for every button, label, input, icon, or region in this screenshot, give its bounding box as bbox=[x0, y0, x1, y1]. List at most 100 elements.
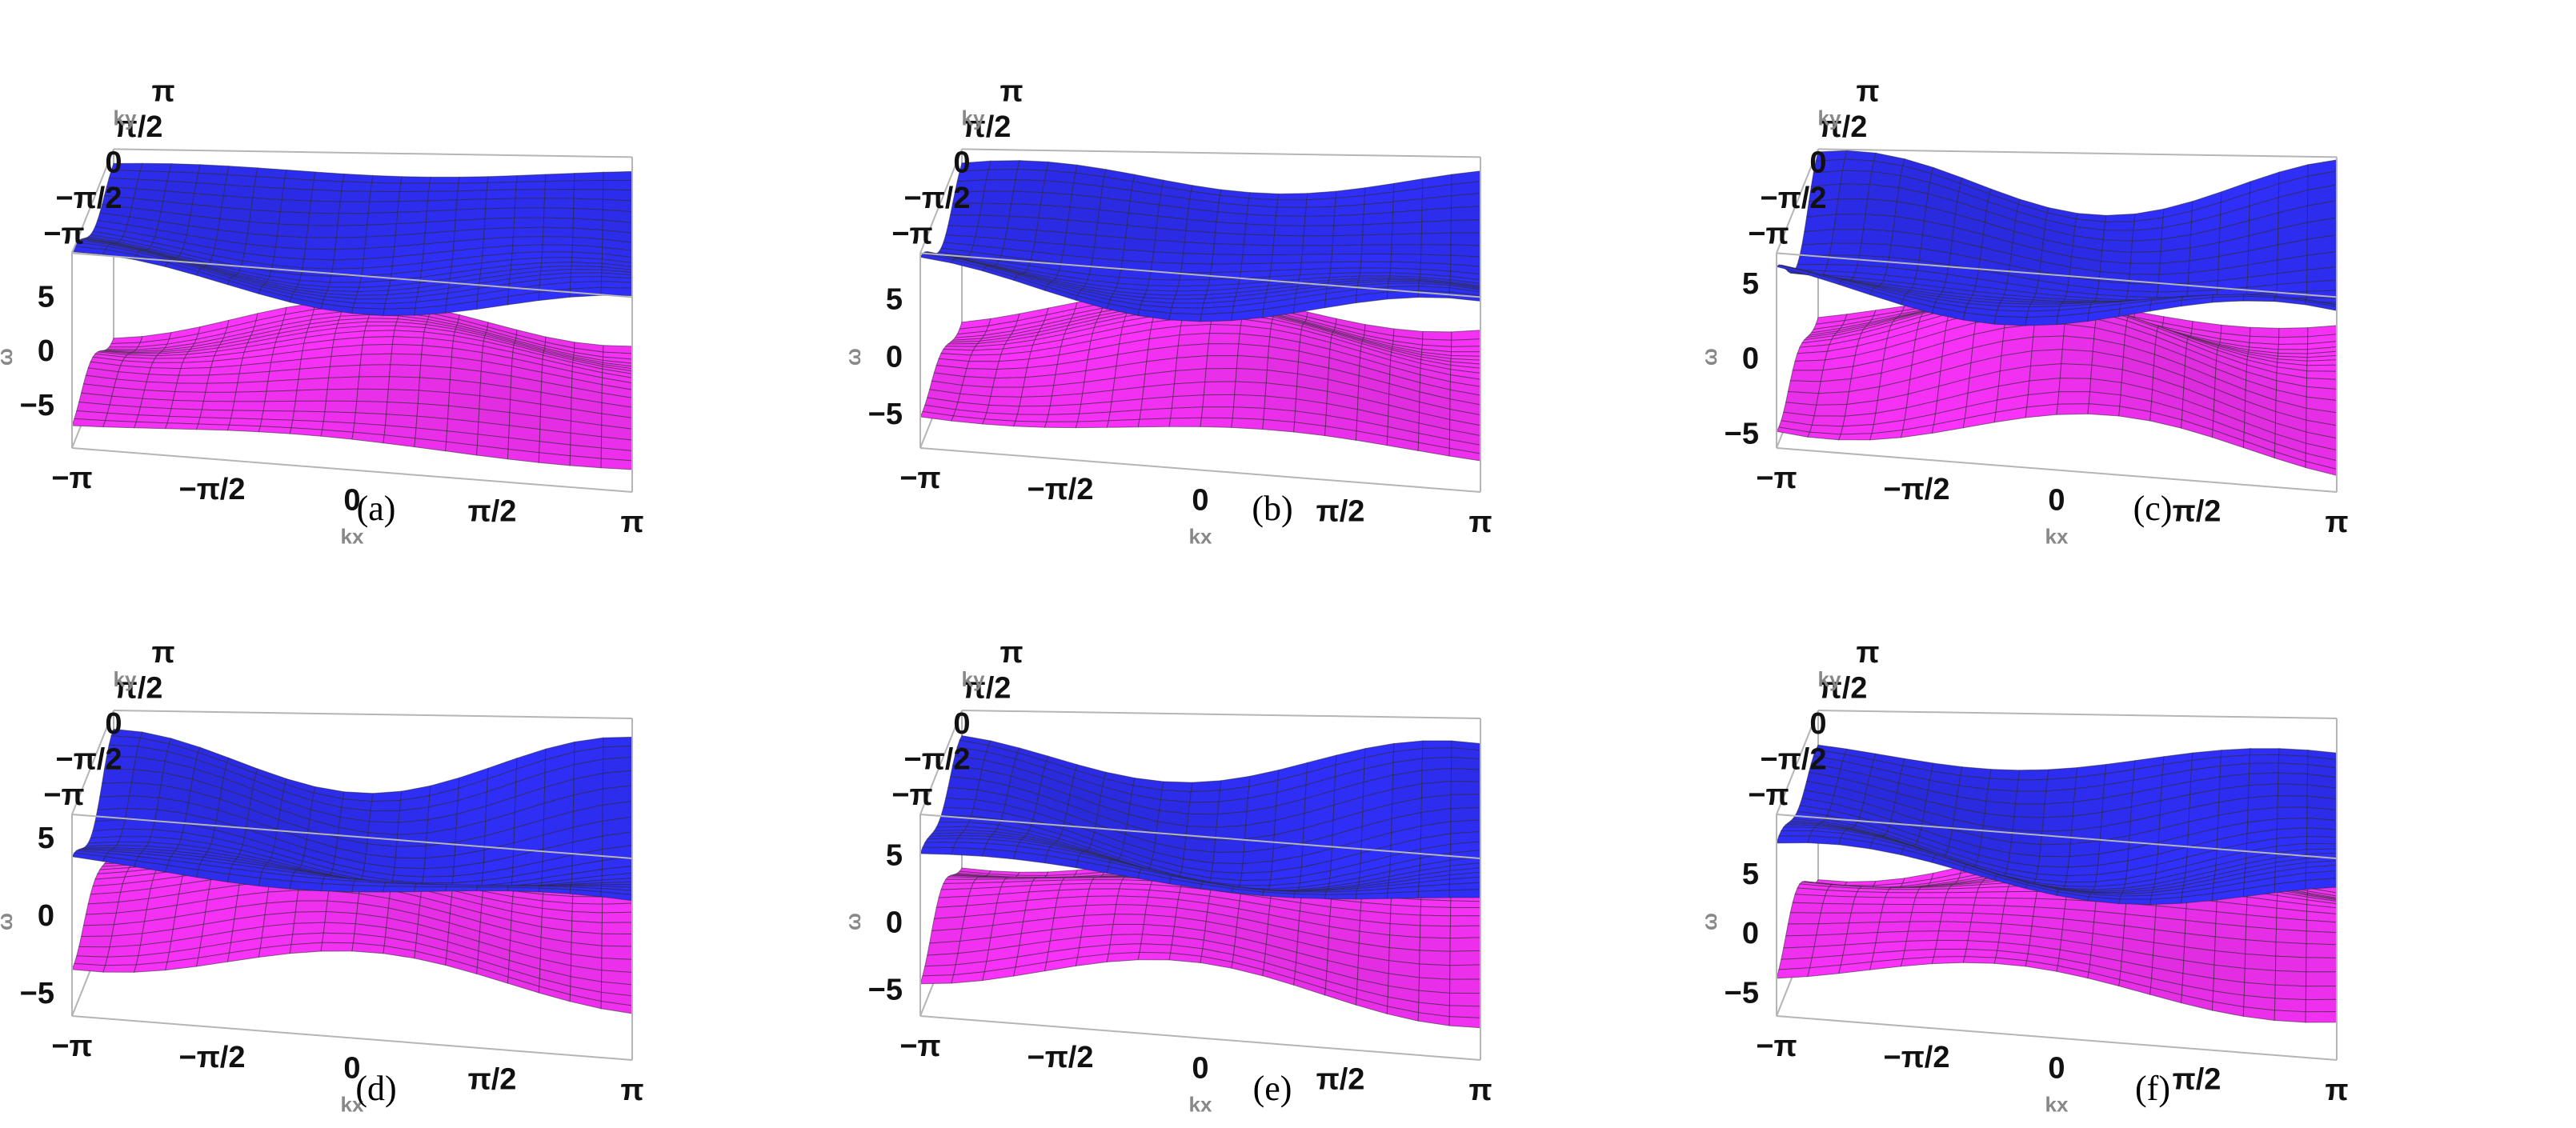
surface-patch bbox=[2249, 762, 2279, 774]
surface-patch bbox=[484, 207, 515, 220]
surface-patch bbox=[2016, 778, 2048, 792]
surface-patch bbox=[307, 212, 340, 226]
surface-patch bbox=[990, 386, 1024, 398]
surface-patch bbox=[544, 180, 575, 190]
omega-tick-label: 5 bbox=[38, 822, 54, 855]
surface-patch bbox=[232, 401, 266, 412]
surface-patch bbox=[1448, 889, 1481, 898]
kx-tick-label: π bbox=[1468, 506, 1492, 539]
surface-patch bbox=[1330, 261, 1362, 270]
surface-patch bbox=[1212, 851, 1244, 865]
ky-axis-label: ky bbox=[1818, 106, 1841, 130]
kx-tick-label: π bbox=[2325, 1074, 2348, 1107]
surface-patch bbox=[262, 400, 296, 412]
surface-patch bbox=[1187, 813, 1219, 828]
box-front-edge bbox=[113, 710, 633, 719]
surface-patch bbox=[367, 318, 399, 323]
ky-tick-label: π bbox=[151, 74, 174, 108]
surface-patch bbox=[325, 388, 359, 402]
surface-patch bbox=[1020, 385, 1055, 398]
surface-patch bbox=[1421, 207, 1452, 222]
surface-patch bbox=[1139, 407, 1172, 420]
surface-patch bbox=[2130, 238, 2162, 253]
surface-patch bbox=[544, 188, 575, 199]
surface-patch bbox=[1235, 367, 1268, 384]
surface-patch bbox=[1419, 925, 1451, 939]
surface-patch bbox=[2278, 336, 2309, 346]
surface-patch bbox=[1448, 1005, 1481, 1018]
surface-patch bbox=[2211, 295, 2245, 303]
surface-patch bbox=[981, 190, 1014, 205]
surface-patch bbox=[1905, 930, 1940, 942]
kx-tick-label: 0 bbox=[1192, 484, 1208, 518]
ky-tick-label: π bbox=[151, 636, 174, 670]
surface-patch bbox=[1817, 378, 1852, 394]
surface-patch bbox=[1913, 897, 1946, 906]
kx-tick-label: π bbox=[1468, 1074, 1492, 1107]
surface-patch bbox=[1787, 380, 1821, 394]
surface-patch bbox=[359, 364, 391, 378]
surface-patch bbox=[1273, 225, 1305, 237]
omega-tick-label: 5 bbox=[1742, 267, 1759, 301]
surface-patch bbox=[1171, 302, 1204, 309]
surface-patch bbox=[1450, 244, 1481, 258]
surface-patch bbox=[1304, 215, 1336, 226]
ky-tick-label: π bbox=[1856, 636, 1879, 670]
surface-patch bbox=[2129, 250, 2161, 264]
surface-patch bbox=[1911, 903, 1945, 914]
surface-patch bbox=[1244, 223, 1276, 236]
surface-patch bbox=[485, 198, 516, 210]
surface-patch bbox=[309, 200, 341, 214]
surface-patch bbox=[296, 377, 330, 391]
surface-patch bbox=[1213, 232, 1246, 246]
surface-patch bbox=[1976, 886, 2009, 893]
surface-patch bbox=[570, 269, 603, 274]
surface-patch bbox=[507, 886, 540, 893]
ky-axis-label: ky bbox=[1818, 667, 1841, 691]
surface-patch bbox=[355, 294, 388, 300]
surface-patch bbox=[512, 236, 544, 246]
surface-patch bbox=[1863, 214, 1896, 232]
surface-patch bbox=[294, 900, 328, 913]
omega-axis-label: ω bbox=[1697, 348, 1721, 366]
surface-patch bbox=[1243, 234, 1275, 246]
surface-patch bbox=[1386, 890, 1420, 899]
surface-patch bbox=[129, 782, 162, 798]
surface-patch bbox=[310, 189, 343, 202]
surface-patch bbox=[603, 180, 633, 191]
panel-caption: (e) bbox=[1253, 1069, 1292, 1108]
surface-patch bbox=[329, 275, 363, 283]
surface-patch bbox=[1202, 394, 1236, 408]
surface-patch bbox=[1276, 206, 1307, 217]
surface-patch bbox=[361, 343, 393, 355]
surface-patch bbox=[1392, 210, 1423, 224]
upper-band-surface bbox=[1776, 744, 2338, 906]
kx-tick-label: π/2 bbox=[1316, 1062, 1365, 1096]
surface-patch bbox=[120, 828, 154, 838]
surface-patch bbox=[1147, 278, 1180, 287]
surface-patch bbox=[1234, 381, 1267, 397]
surface-patch bbox=[2105, 213, 2136, 223]
box-front-edge bbox=[919, 252, 1481, 298]
surface-patch bbox=[2057, 391, 2091, 405]
ky-tick-label: −π bbox=[891, 217, 932, 250]
surface-patch bbox=[276, 223, 309, 238]
surface-patch bbox=[1108, 409, 1142, 422]
surface-patch bbox=[542, 236, 574, 246]
surface-patch bbox=[1360, 254, 1392, 262]
surface-patch bbox=[2037, 855, 2070, 868]
surface-patch bbox=[1419, 950, 1451, 966]
surface-patch bbox=[427, 190, 459, 202]
surface-patch bbox=[1916, 888, 1950, 894]
surface-patch bbox=[362, 336, 395, 346]
box-front-edge bbox=[1817, 148, 2338, 158]
surface-patch bbox=[365, 223, 398, 238]
surface-patch bbox=[1012, 179, 1045, 194]
surface-patch bbox=[445, 886, 478, 892]
surface-patch bbox=[327, 376, 360, 390]
surface-patch bbox=[542, 244, 573, 253]
surface-patch bbox=[2277, 806, 2308, 820]
surface-patch bbox=[1277, 193, 1308, 201]
ky-tick-label: −π bbox=[43, 217, 84, 250]
surface-patch bbox=[543, 217, 574, 229]
